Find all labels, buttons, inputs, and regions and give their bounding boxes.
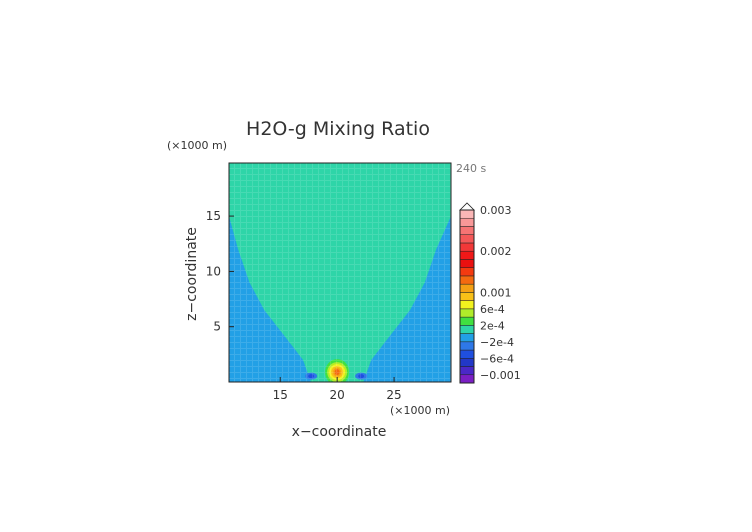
colorbar-level xyxy=(459,358,475,367)
colorbar-level xyxy=(459,308,475,318)
colorbar-level xyxy=(459,217,475,227)
colorbar-level xyxy=(459,349,475,359)
colorbar-tick-label: 6e-4 xyxy=(480,303,505,316)
colorbar-level xyxy=(459,341,475,351)
colorbar-level xyxy=(459,283,475,293)
z-tick-label: 10 xyxy=(206,264,221,278)
colorbar-level xyxy=(459,250,475,260)
z-tick-label: 15 xyxy=(206,209,221,223)
colorbar-level xyxy=(459,242,475,252)
colorbar-level xyxy=(459,209,475,219)
colorbar-level xyxy=(459,267,475,277)
z-unit-label: (×1000 m) xyxy=(167,139,227,152)
colorbar-frame xyxy=(459,209,475,384)
colorbar-level xyxy=(459,292,475,301)
x-unit-label: (×1000 m) xyxy=(390,404,450,417)
chart-title: H2O-g Mixing Ratio xyxy=(246,118,430,140)
x-tick-label: 25 xyxy=(386,388,401,402)
z-axis-label: z−coordinate xyxy=(184,227,200,321)
colorbar-tick-label: −0.001 xyxy=(480,369,521,382)
colorbar-tick-label: 0.002 xyxy=(480,245,512,258)
z-tick-label: 5 xyxy=(213,320,221,334)
colorbar-level xyxy=(459,374,475,384)
colorbar-level xyxy=(459,300,475,310)
colorbar-level xyxy=(459,316,475,326)
x-axis: 15 20 25 xyxy=(273,377,402,402)
x-tick-label: 20 xyxy=(330,388,345,402)
colorbar-level xyxy=(459,275,475,285)
colorbar-level xyxy=(459,226,475,235)
colorbar-level xyxy=(459,259,475,268)
colorbar-tick-label: −2e-4 xyxy=(480,336,514,349)
colorbar-level xyxy=(459,366,475,376)
colorbar-level xyxy=(459,333,475,343)
plot-grid xyxy=(229,163,451,382)
x-axis-label: x−coordinate xyxy=(292,424,387,440)
colorbar-tick-label: 2e-4 xyxy=(480,319,505,332)
colorbar-tick-label: 0.001 xyxy=(480,286,512,299)
colorbar-tick-label: 0.003 xyxy=(480,204,512,217)
colorbar-level xyxy=(459,325,475,334)
plot-frame xyxy=(228,162,452,383)
colorbar-tick-label: −6e-4 xyxy=(480,352,514,365)
time-label: 240 s xyxy=(456,162,486,175)
colorbar-level xyxy=(459,234,475,244)
colorbar-arrow xyxy=(459,202,475,211)
z-axis: 5 10 15 xyxy=(206,209,234,334)
colorbar: 0.003 0.002 0.001 6e-4 2e-4 −2e-4 −6e-4 −0.001 xyxy=(459,202,521,384)
x-tick-label: 15 xyxy=(273,388,288,402)
